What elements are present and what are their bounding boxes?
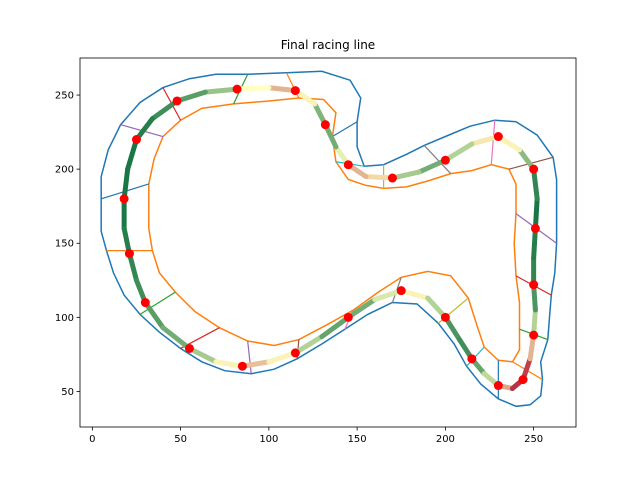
x-tick-label: 0 [89,434,95,445]
racing-line-segment [531,225,538,261]
racing-line-segment [532,196,540,231]
waypoint-marker [290,86,300,96]
waypoint-marker [172,96,182,106]
waypoint-marker [140,298,150,308]
racing-line-segment [416,157,448,175]
racing-line-segment [149,98,180,122]
racing-line-segment [186,345,219,365]
waypoint-marker [290,348,300,358]
waypoint-marker [237,361,247,371]
waypoint-marker [467,354,477,364]
racing-line-segment [319,314,351,340]
waypoint-marker [232,84,242,94]
cross-segment [490,120,496,165]
racing-line-segment [174,89,208,104]
racing-line-segment [372,288,404,303]
y-tick-label: 50 [61,387,74,398]
waypoint-marker [387,173,397,183]
waypoint-marker [343,312,353,322]
waypoint-marker [493,132,503,142]
racing-line-segment [398,288,431,301]
x-tick-label: 250 [524,434,543,445]
waypoint-marker [343,160,353,170]
plot-area [100,70,558,408]
racing-line-segment [531,166,540,202]
waypoint-marker [131,135,141,145]
outer-boundary [100,70,558,408]
axes: 0 50 100 150 200 250 50 100 150 200 250 [55,57,577,445]
waypoint-marker [529,164,539,174]
y-tick-label: 150 [55,239,74,250]
axes-frame [79,57,577,428]
racing-line-segment [292,334,325,356]
racing-line-segment [345,297,378,320]
y-tick-label: 100 [55,313,74,324]
x-tick-label: 150 [348,434,367,445]
y-tick-label: 250 [55,91,74,102]
waypoint-marker [320,120,330,130]
racing-line-segment [234,85,272,92]
cross-segment [332,121,358,138]
waypoint-marker [119,194,129,204]
cross-segment [247,340,252,374]
racing-line-segment [160,325,192,351]
x-tick-label: 50 [174,434,187,445]
racing-line-segment [202,86,240,95]
y-tick-label: 200 [55,165,74,176]
waypoint-marker [124,249,134,259]
waypoint-marker [184,343,194,353]
waypoint-marker [530,223,540,233]
racing-line-segment [126,251,139,283]
waypoint-marker [518,375,528,385]
cross-segment [423,145,452,175]
waypoint-marker [440,312,450,322]
waypoint-marker [493,381,503,391]
racing-line-segment [121,166,131,202]
x-tick-label: 100 [259,434,278,445]
racing-line-segment [442,141,475,163]
racing-line-segment [389,169,422,181]
racing-line-segment [266,350,298,365]
racing-line-segment [469,134,501,147]
waypoint-marker [529,330,539,340]
inner-boundary [148,97,521,363]
waypoint-marker [396,286,406,296]
waypoint-marker [529,280,539,290]
racing-line-segment [125,137,139,172]
racing-line-segment [142,300,166,331]
chart-title: Final racing line [281,38,375,52]
cross-segment [139,291,176,315]
x-tick-label: 200 [436,434,455,445]
waypoint-marker [440,155,450,165]
